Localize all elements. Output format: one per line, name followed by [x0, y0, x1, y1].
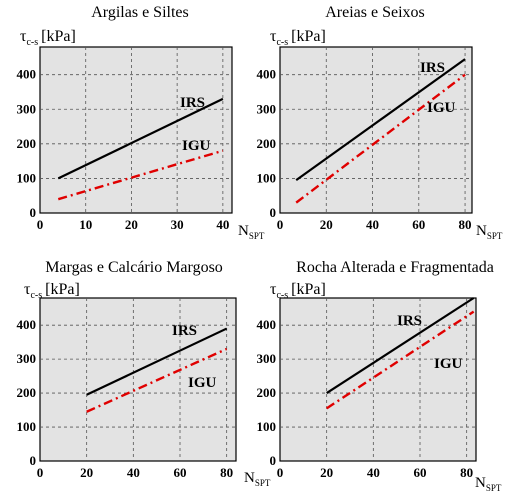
- x-tick-label: 80: [460, 465, 473, 480]
- series-line-irs: [86, 327, 228, 396]
- series-line-igu: [326, 310, 475, 410]
- y-axis-label: τc-s [kPa]: [270, 281, 326, 301]
- series-label-igu: IGU: [434, 356, 463, 372]
- chart-title: Argilas e Siltes: [91, 4, 188, 21]
- series-line-irs: [57, 97, 224, 180]
- series-label-igu: IGU: [182, 138, 211, 154]
- series-line-irs: [326, 297, 475, 395]
- series-line-igu: [295, 73, 466, 204]
- y-axis-label: τc-s [kPa]: [20, 28, 76, 48]
- y-tick-label: 200: [257, 136, 277, 151]
- y-tick-label: 200: [17, 385, 37, 400]
- y-axis-label: τc-s [kPa]: [24, 281, 80, 301]
- series-label-irs: IRS: [180, 95, 205, 111]
- chart-panel-margas-e-calcario-margoso: Margas e Calcário Margoso τc-s [kPa] NSPT…: [17, 259, 271, 488]
- plot-area: [39, 46, 233, 214]
- chart-panel-areias-e-seixos: Areias e Seixos τc-s [kPa] NSPT 0 20 40 60 80…: [257, 4, 503, 241]
- x-tick-label: 40: [367, 465, 380, 480]
- y-tick-label: 400: [17, 317, 37, 332]
- x-tick-label: 30: [171, 217, 184, 232]
- y-tick-label: 300: [17, 101, 37, 116]
- chart-title: Margas e Calcário Margoso: [45, 259, 223, 276]
- x-tick-label: 20: [320, 465, 333, 480]
- series-line-irs: [295, 58, 466, 182]
- series-line-igu: [86, 347, 228, 413]
- series-label-igu: IGU: [427, 100, 456, 116]
- x-axis-label: NSPT: [244, 470, 271, 488]
- x-tick-label: 0: [277, 465, 284, 480]
- x-tick-label: 10: [79, 217, 92, 232]
- x-axis-label: NSPT: [238, 223, 265, 241]
- x-tick-label: 20: [320, 217, 333, 232]
- chart-panel-argilas-e-siltes: Argilas e Siltes τc-s [kPa] NSPT 0 10 20 30 4…: [17, 4, 265, 241]
- x-tick-label: 0: [277, 217, 284, 232]
- x-tick-label: 80: [459, 217, 472, 232]
- y-tick-label: 200: [257, 385, 277, 400]
- y-tick-label: 400: [257, 67, 277, 82]
- y-tick-label: 100: [257, 170, 277, 185]
- series-label-irs: IRS: [397, 313, 422, 329]
- y-tick-label: 100: [257, 419, 277, 434]
- y-tick-label: 300: [257, 351, 277, 366]
- series-label-irs: IRS: [172, 323, 197, 339]
- y-axis-label: τc-s [kPa]: [270, 28, 326, 48]
- y-tick-label: 100: [17, 170, 37, 185]
- y-tick-label: 300: [257, 101, 277, 116]
- x-tick-label: 40: [127, 465, 140, 480]
- y-tick-label: 400: [257, 317, 277, 332]
- y-tick-label: 0: [270, 453, 277, 468]
- chart-title: Areias e Seixos: [325, 4, 425, 21]
- y-tick-label: 100: [17, 419, 37, 434]
- series-label-irs: IRS: [420, 60, 445, 76]
- x-axis-label: NSPT: [476, 223, 503, 241]
- x-tick-label: 0: [37, 217, 44, 232]
- plot-area: [279, 297, 477, 462]
- x-tick-label: 60: [412, 217, 425, 232]
- y-tick-label: 0: [30, 453, 37, 468]
- x-tick-label: 0: [37, 465, 44, 480]
- x-tick-label: 20: [80, 465, 93, 480]
- x-tick-label: 80: [220, 465, 233, 480]
- x-tick-label: 60: [414, 465, 427, 480]
- x-tick-label: 40: [216, 217, 229, 232]
- series-label-igu: IGU: [188, 375, 217, 391]
- chart-title: Rocha Alterada e Fragmentada: [296, 259, 494, 276]
- y-tick-label: 400: [17, 67, 37, 82]
- y-tick-label: 0: [270, 205, 277, 220]
- y-tick-label: 200: [17, 136, 37, 151]
- x-axis-label: NSPT: [475, 475, 502, 493]
- x-tick-label: 20: [125, 217, 138, 232]
- y-tick-label: 300: [17, 351, 37, 366]
- x-tick-label: 60: [174, 465, 187, 480]
- chart-panel-rocha-alterada-e-fragmentada: Rocha Alterada e Fragmentada τc-s [kPa] N…: [257, 259, 502, 493]
- y-tick-label: 0: [30, 205, 37, 220]
- x-tick-label: 40: [366, 217, 379, 232]
